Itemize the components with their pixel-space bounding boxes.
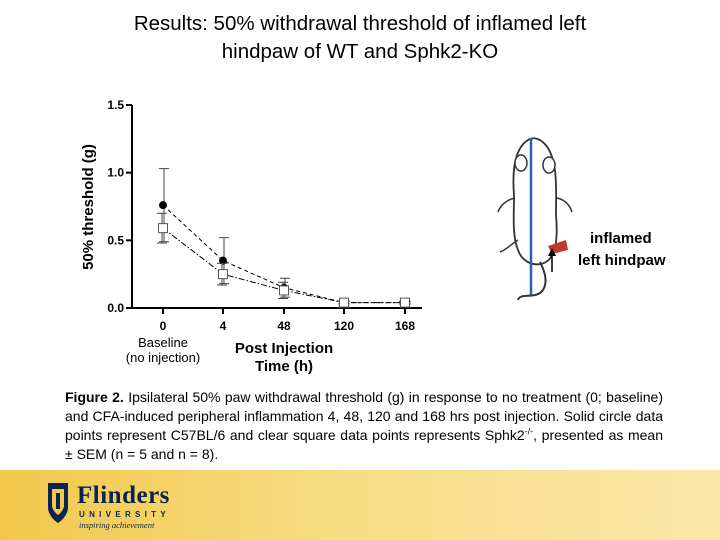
mouse-label-line-1: inflamed (590, 230, 652, 247)
x-axis-title-line-2: Time (h) (255, 358, 313, 375)
figure-caption: Figure 2. Ipsilateral 50% paw withdrawal… (65, 388, 663, 464)
baseline-label-line-1: Baseline (138, 335, 188, 350)
caption-text-1: Ipsilateral 50% paw withdrawal threshold… (65, 389, 663, 443)
y-tick-label: 1.5 (107, 98, 124, 112)
x-tick-label: 0 (160, 319, 167, 333)
arrow-head-icon (548, 248, 556, 256)
logo-tagline: inspiring achievement (79, 520, 155, 530)
y-tick-label: 0.5 (107, 233, 124, 247)
data-point-circle (219, 256, 227, 265)
mouse-label-line-2: left hindpaw (578, 252, 666, 269)
flinders-logo: Flinders UNIVERSITY inspiring achievemen… (45, 478, 245, 533)
y-tick-label: 1.0 (107, 166, 124, 180)
y-tick-label: 0.0 (107, 301, 124, 315)
series-2 (157, 212, 410, 308)
baseline-label-line-2: (no injection) (126, 350, 200, 365)
data-point-square (218, 269, 228, 280)
slide-title: Results: 50% withdrawal threshold of inf… (60, 10, 660, 66)
caption-superscript: -/- (524, 426, 534, 437)
x-axis-title-line-1: Post Injection (235, 340, 333, 357)
slide-title-line-1: Results: 50% withdrawal threshold of inf… (133, 12, 587, 35)
data-point-circle (159, 201, 167, 210)
data-point-square (279, 285, 289, 296)
crest-icon (48, 483, 68, 523)
data-point-square (400, 297, 410, 308)
threshold-chart: 50% threshold (g) 0.0 0.5 1.0 1.5 0 4 48 120 16… (80, 98, 666, 375)
x-ticks: 0 4 48 120 168 (160, 308, 415, 333)
x-tick-label: 168 (395, 319, 415, 333)
series-layer (157, 168, 411, 308)
slide-title-line-2: hindpaw of WT and Sphk2-KO (221, 40, 499, 63)
y-ticks: 0.0 0.5 1.0 1.5 (107, 98, 132, 315)
caption-label: Figure 2. (65, 389, 124, 405)
data-point-square (158, 223, 168, 234)
caption-text-2: , presented as mean ± SEM (n = 5 and n =… (65, 427, 664, 462)
data-point-square (339, 297, 349, 308)
logo-name: Flinders (77, 482, 170, 509)
footer-banner (0, 470, 720, 540)
mouse-illustration: inflamed left hindpaw (497, 137, 666, 301)
x-tick-label: 48 (277, 319, 291, 333)
mouse-body-icon (497, 137, 573, 301)
y-axis-title: 50% threshold (g) (80, 144, 97, 270)
logo-subtitle: UNIVERSITY (79, 510, 171, 519)
x-tick-label: 4 (220, 319, 227, 333)
x-tick-label: 120 (334, 319, 354, 333)
